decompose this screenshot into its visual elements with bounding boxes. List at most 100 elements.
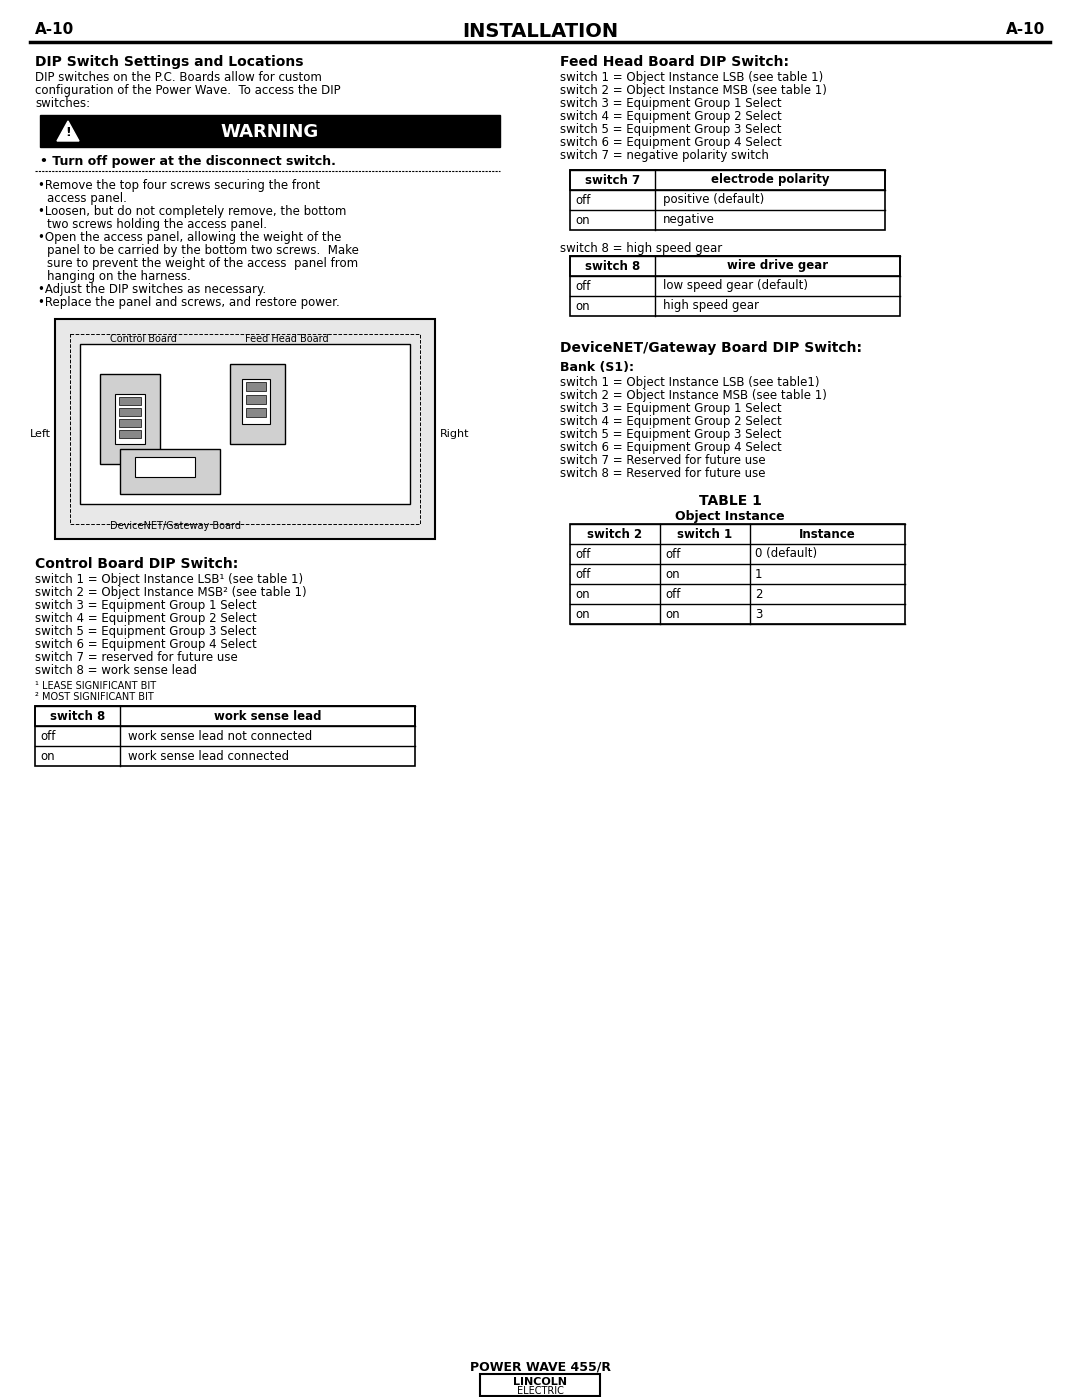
Text: •Adjust the DIP switches as necessary.: •Adjust the DIP switches as necessary. (38, 284, 266, 296)
Text: DeviceNET/Gateway Board: DeviceNET/Gateway Board (110, 521, 241, 531)
Bar (119, 419, 141, 427)
Text: on: on (575, 588, 590, 601)
Text: switch 1: switch 1 (677, 528, 732, 541)
Text: Feed Head Board: Feed Head Board (245, 334, 328, 344)
Text: switch 3 = Equipment Group 1 Select: switch 3 = Equipment Group 1 Select (561, 402, 782, 415)
Bar (480, 1375, 600, 1396)
Text: switch 4 = Equipment Group 2 Select: switch 4 = Equipment Group 2 Select (35, 612, 257, 624)
Text: panel to be carried by the bottom two screws.  Make: panel to be carried by the bottom two sc… (48, 244, 359, 257)
Bar (246, 381, 266, 391)
Bar (119, 430, 141, 439)
Text: LINCOLN: LINCOLN (513, 1377, 567, 1387)
Text: 1: 1 (755, 567, 762, 581)
Text: ² MOST SIGNIFICANT BIT: ² MOST SIGNIFICANT BIT (35, 692, 153, 703)
Text: on: on (575, 214, 590, 226)
Text: A-10: A-10 (35, 22, 75, 36)
Text: ELECTRIC: ELECTRIC (516, 1386, 564, 1396)
Text: switch 8 = high speed gear: switch 8 = high speed gear (561, 242, 723, 256)
Text: Instance: Instance (799, 528, 855, 541)
Text: work sense lead connected: work sense lead connected (129, 750, 289, 763)
Text: configuration of the Power Wave.  To access the DIP: configuration of the Power Wave. To acce… (35, 84, 340, 96)
Text: switch 2: switch 2 (588, 528, 643, 541)
Text: Bank (S1):: Bank (S1): (561, 360, 634, 374)
Text: switch 8: switch 8 (50, 710, 105, 722)
Bar (35, 705, 415, 766)
Text: Control Board: Control Board (110, 334, 177, 344)
Text: switches:: switches: (35, 96, 90, 110)
Text: off: off (40, 729, 55, 742)
Text: switch 5 = Equipment Group 3 Select: switch 5 = Equipment Group 3 Select (35, 624, 257, 638)
Bar (246, 408, 266, 416)
Text: switch 7 = reserved for future use: switch 7 = reserved for future use (35, 651, 238, 664)
Bar (35, 705, 415, 726)
Bar (570, 170, 885, 190)
Text: high speed gear: high speed gear (663, 299, 759, 313)
Text: switch 4 = Equipment Group 2 Select: switch 4 = Equipment Group 2 Select (561, 110, 782, 123)
Text: access panel.: access panel. (48, 191, 126, 205)
Polygon shape (57, 122, 79, 141)
Text: switch 7 = negative polarity switch: switch 7 = negative polarity switch (561, 149, 769, 162)
Text: off: off (665, 588, 680, 601)
Text: switch 1 = Object Instance LSB (see table 1): switch 1 = Object Instance LSB (see tabl… (561, 71, 823, 84)
Text: hanging on the harness.: hanging on the harness. (48, 270, 191, 284)
Text: switch 6 = Equipment Group 4 Select: switch 6 = Equipment Group 4 Select (561, 136, 782, 149)
Text: negative: negative (663, 214, 715, 226)
Text: •Replace the panel and screws, and restore power.: •Replace the panel and screws, and resto… (38, 296, 340, 309)
Text: switch 6 = Equipment Group 4 Select: switch 6 = Equipment Group 4 Select (561, 441, 782, 454)
Text: switch 5 = Equipment Group 3 Select: switch 5 = Equipment Group 3 Select (561, 427, 782, 441)
Text: positive (default): positive (default) (663, 194, 765, 207)
Bar (570, 256, 900, 277)
Text: on: on (665, 608, 679, 620)
Bar (119, 408, 141, 416)
Bar (135, 457, 195, 476)
Bar (120, 448, 220, 495)
Bar (570, 524, 905, 624)
Text: on: on (575, 608, 590, 620)
Text: on: on (40, 750, 55, 763)
Text: POWER WAVE 455/R: POWER WAVE 455/R (470, 1361, 610, 1373)
Text: DIP Switch Settings and Locations: DIP Switch Settings and Locations (35, 54, 303, 68)
Text: switch 7: switch 7 (585, 173, 640, 187)
Text: A-10: A-10 (1005, 22, 1045, 36)
Text: ¹ LEASE SIGNIFICANT BIT: ¹ LEASE SIGNIFICANT BIT (35, 680, 157, 692)
Text: switch 2 = Object Instance MSB² (see table 1): switch 2 = Object Instance MSB² (see tab… (35, 585, 307, 599)
Text: sure to prevent the weight of the access  panel from: sure to prevent the weight of the access… (48, 257, 359, 270)
Text: switch 3 = Equipment Group 1 Select: switch 3 = Equipment Group 1 Select (35, 599, 257, 612)
Text: work sense lead not connected: work sense lead not connected (129, 729, 312, 742)
Text: wire drive gear: wire drive gear (727, 260, 828, 272)
Text: switch 4 = Equipment Group 2 Select: switch 4 = Equipment Group 2 Select (561, 415, 782, 427)
Text: !: ! (65, 126, 71, 138)
Text: Control Board DIP Switch:: Control Board DIP Switch: (35, 557, 239, 571)
Bar (570, 256, 900, 316)
Text: switch 8: switch 8 (585, 260, 640, 272)
Bar (246, 395, 266, 404)
Bar (570, 170, 885, 231)
Text: two screws holding the access panel.: two screws holding the access panel. (48, 218, 267, 231)
Text: off: off (575, 194, 591, 207)
Bar (80, 344, 410, 504)
Text: switch 5 = Equipment Group 3 Select: switch 5 = Equipment Group 3 Select (561, 123, 782, 136)
Text: switch 7 = Reserved for future use: switch 7 = Reserved for future use (561, 454, 766, 467)
Text: 3: 3 (755, 608, 762, 620)
Text: switch 8 = work sense lead: switch 8 = work sense lead (35, 664, 197, 678)
Bar (230, 365, 285, 444)
Text: switch 8 = Reserved for future use: switch 8 = Reserved for future use (561, 467, 766, 481)
Text: switch 6 = Equipment Group 4 Select: switch 6 = Equipment Group 4 Select (35, 638, 257, 651)
Text: • Turn off power at the disconnect switch.: • Turn off power at the disconnect switc… (40, 155, 336, 168)
Text: •Open the access panel, allowing the weight of the: •Open the access panel, allowing the wei… (38, 231, 341, 244)
Text: work sense lead: work sense lead (214, 710, 321, 722)
Bar (55, 319, 435, 539)
Bar (114, 394, 145, 444)
Text: electrode polarity: electrode polarity (711, 173, 829, 187)
Text: Feed Head Board DIP Switch:: Feed Head Board DIP Switch: (561, 54, 789, 68)
Bar (100, 374, 160, 464)
Text: low speed gear (default): low speed gear (default) (663, 279, 808, 292)
Text: INSTALLATION: INSTALLATION (462, 22, 618, 41)
Text: switch 2 = Object Instance MSB (see table 1): switch 2 = Object Instance MSB (see tabl… (561, 388, 827, 402)
Text: TABLE 1: TABLE 1 (699, 495, 761, 509)
Bar (242, 379, 270, 425)
Text: switch 1 = Object Instance LSB¹ (see table 1): switch 1 = Object Instance LSB¹ (see tab… (35, 573, 303, 585)
Text: •Remove the top four screws securing the front: •Remove the top four screws securing the… (38, 179, 320, 191)
Text: off: off (575, 567, 591, 581)
Text: DeviceNET/Gateway Board DIP Switch:: DeviceNET/Gateway Board DIP Switch: (561, 341, 862, 355)
